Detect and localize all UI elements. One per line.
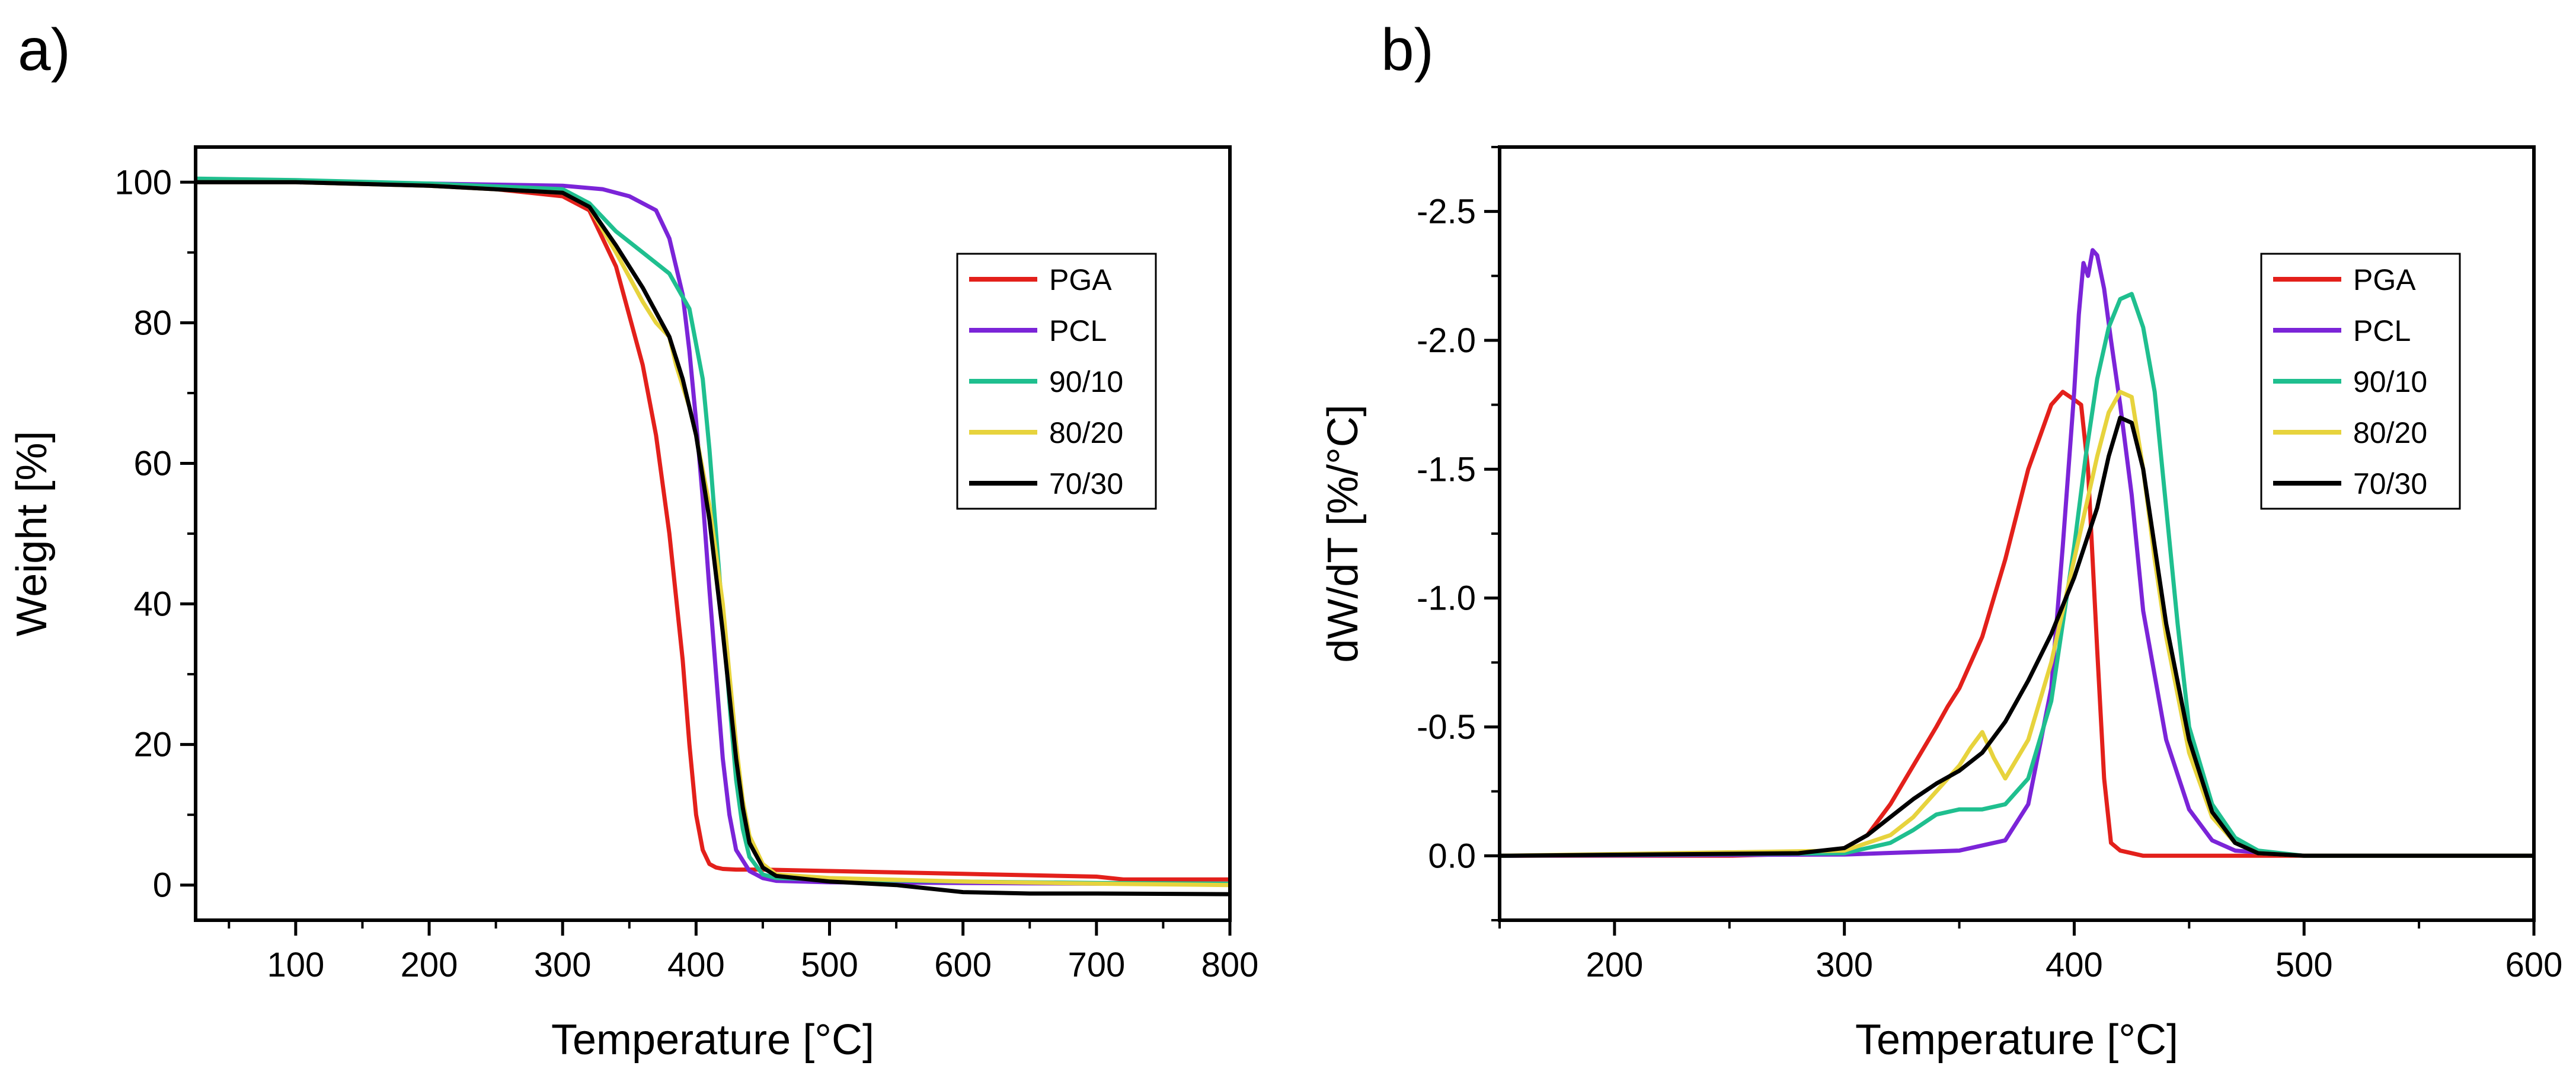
- panel-label: b): [1381, 17, 1434, 83]
- series-line-pcl: [1500, 248, 2534, 858]
- y-tick-label: -0.5: [1417, 708, 1476, 746]
- series-line-70-30: [1500, 415, 2534, 858]
- legend-label: 90/10: [1049, 365, 1123, 398]
- legend-label: PCL: [2353, 314, 2411, 347]
- y-tick-label: -1.5: [1417, 450, 1476, 489]
- y-tick-label: 20: [133, 726, 172, 764]
- y-tick-label: -1.0: [1417, 579, 1476, 618]
- legend-label: 70/30: [2353, 467, 2427, 500]
- legend: PGA PCL 90/10 80/20 70/30: [2260, 253, 2461, 510]
- panel-b: b) 200 300 400 500 600 0.0 -0.5 -1.0 -1.5 -2.0 -2.5…: [1319, 17, 2562, 1064]
- x-axis-title: Temperature [°C]: [551, 1016, 874, 1064]
- series-group: [196, 176, 1230, 896]
- x-tick-label: 300: [534, 946, 592, 984]
- x-tick-label: 600: [934, 946, 992, 984]
- legend: PGA PCL 90/10 80/20 70/30: [956, 253, 1157, 510]
- series-line-90-10: [1500, 292, 2534, 858]
- y-tick-label: -2.0: [1417, 321, 1476, 360]
- x-tick-label: 500: [801, 946, 858, 984]
- legend-label: 80/20: [1049, 416, 1123, 449]
- y-tick-label: 40: [133, 585, 172, 624]
- y-tick-label: 60: [133, 444, 172, 483]
- x-tick-label: 100: [267, 946, 324, 984]
- legend-label: PCL: [1049, 314, 1107, 347]
- x-axis-title: Temperature [°C]: [1855, 1016, 2178, 1064]
- y-tick-label: 100: [114, 163, 172, 202]
- legend-label: 90/10: [2353, 365, 2427, 398]
- x-tick-label: 400: [667, 946, 725, 984]
- y-axis-title: Weight [%]: [8, 431, 56, 637]
- x-tick-label: 300: [1816, 946, 1873, 984]
- x-tick-label: 600: [2505, 946, 2563, 984]
- panel-label: a): [18, 17, 71, 83]
- y-tick-label: -2.5: [1417, 193, 1476, 231]
- legend-label: 70/30: [1049, 467, 1123, 500]
- y-tick-label: 80: [133, 304, 172, 342]
- panel-a: a) 100 200 300 400 500 600 700 800 0 20 40 60 80 100 Te…: [8, 17, 1258, 1064]
- x-tick-label: 200: [401, 946, 458, 984]
- series-line-70-30: [196, 180, 1230, 896]
- x-tick-label: 400: [2046, 946, 2103, 984]
- y-axis-title: dW/dT [%/°C]: [1319, 404, 1367, 663]
- series-line-pcl: [196, 180, 1230, 886]
- x-tick-label: 500: [2275, 946, 2333, 984]
- x-tick-label: 700: [1068, 946, 1125, 984]
- y-tick-label: 0.0: [1428, 837, 1476, 875]
- series-line-pga: [196, 180, 1230, 882]
- x-tick-label: 200: [1586, 946, 1643, 984]
- legend-label: PGA: [1049, 263, 1112, 296]
- y-tick-label: 0: [153, 866, 172, 905]
- legend-label: PGA: [2353, 263, 2416, 296]
- x-tick-label: 800: [1201, 946, 1259, 984]
- series-group: [1500, 248, 2534, 858]
- legend-label: 80/20: [2353, 416, 2427, 449]
